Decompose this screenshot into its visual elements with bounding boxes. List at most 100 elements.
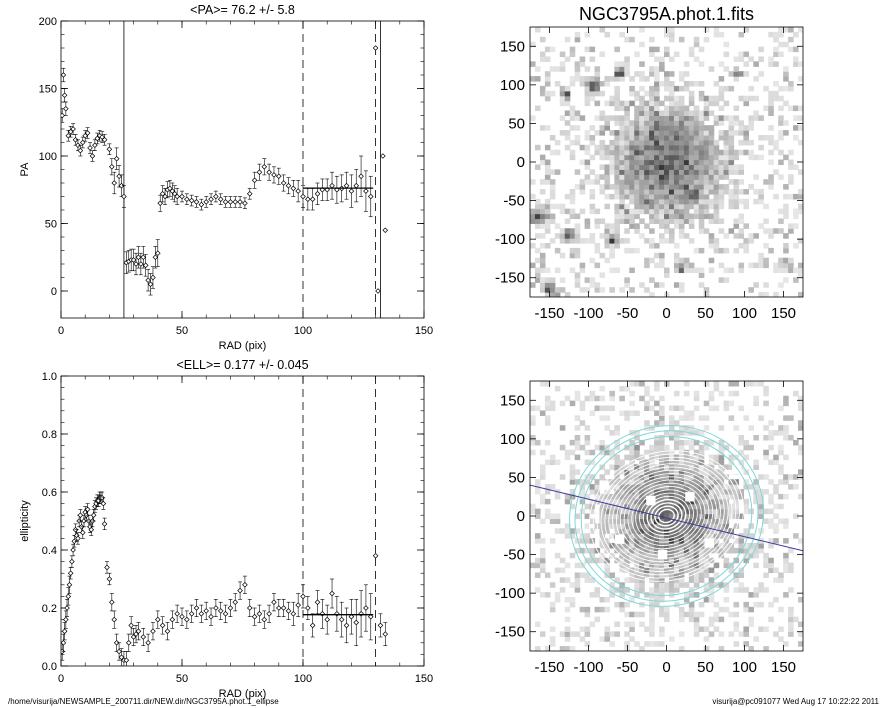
image-pixel <box>604 626 611 632</box>
image-pixel <box>634 547 640 554</box>
image-pixel <box>664 208 670 215</box>
image-pixel <box>614 149 620 156</box>
image-pixel <box>574 31 581 38</box>
image-pixel <box>604 149 611 156</box>
image-pixel <box>564 218 571 224</box>
image-pixel <box>713 538 720 544</box>
image-pixel <box>569 464 576 470</box>
image-pixel <box>718 543 725 549</box>
image-pixel <box>649 577 655 583</box>
image-pixel <box>748 262 754 269</box>
image-pixel <box>654 213 660 220</box>
image-pixel <box>589 46 596 53</box>
image-pixel <box>634 469 640 475</box>
image-pixel <box>683 474 690 480</box>
image-pixel <box>678 543 685 549</box>
image-pixel <box>773 95 779 102</box>
image-pixel <box>619 464 625 470</box>
image-pixel <box>693 493 700 500</box>
image-pixel <box>549 287 556 293</box>
image-pixel <box>783 243 789 249</box>
data-point <box>133 261 139 267</box>
image-pixel <box>723 493 730 500</box>
image-pixel <box>609 513 615 520</box>
image-pixel <box>544 489 551 495</box>
image-pixel <box>644 287 650 293</box>
data-point <box>285 608 292 614</box>
image-pixel <box>579 81 586 87</box>
image-pixel <box>549 238 556 244</box>
image-pixel <box>644 100 650 107</box>
image-pixel <box>713 405 720 412</box>
image-pixel <box>589 547 596 554</box>
image-pixel <box>654 85 660 92</box>
image-pixel <box>753 154 759 161</box>
image-pixel <box>629 493 635 500</box>
image-pixel <box>579 444 586 451</box>
image-pixel <box>688 189 695 195</box>
image-pixel <box>668 164 675 170</box>
image-pixel <box>753 587 759 593</box>
image-pixel <box>569 76 576 82</box>
data-point <box>140 254 147 261</box>
image-pixel <box>703 513 710 520</box>
image-pixel <box>624 513 630 520</box>
image-pixel <box>649 444 655 451</box>
image-pixel <box>748 120 754 126</box>
image-pixel <box>733 493 740 500</box>
image-pixel <box>574 139 581 146</box>
image-pixel <box>639 518 645 524</box>
data-point <box>300 193 306 200</box>
image-pixel <box>793 46 799 53</box>
image-pixel <box>594 287 601 293</box>
image-pixel <box>713 454 720 461</box>
data-point <box>61 92 68 99</box>
image-pixel <box>644 626 650 632</box>
image-pixel <box>624 213 630 220</box>
image-pixel <box>718 498 725 505</box>
image-pixel <box>708 459 715 466</box>
image-pixel <box>574 169 581 175</box>
data-point <box>232 599 239 605</box>
image-pixel <box>639 479 645 485</box>
image-pixel <box>673 459 680 466</box>
image-pixel <box>539 189 546 195</box>
image-pixel <box>758 498 764 505</box>
image-pixel <box>738 267 745 274</box>
image-pixel <box>728 149 735 156</box>
data-point <box>113 155 120 162</box>
image-pixel <box>639 159 645 166</box>
image-pixel <box>549 184 556 190</box>
image-pixel <box>668 469 675 475</box>
image-pixel <box>713 469 720 475</box>
image-pixel <box>534 267 541 274</box>
image-pixel <box>564 238 571 244</box>
image-pixel <box>564 577 571 583</box>
image-pixel <box>718 533 725 539</box>
image-pixel <box>644 179 650 185</box>
image-pixel <box>659 154 665 161</box>
image-pixel <box>688 262 695 269</box>
image-pixel <box>664 513 670 520</box>
image-pixel <box>654 538 660 544</box>
image-pixel <box>798 631 803 637</box>
image-pixel <box>673 557 680 564</box>
image-pixel <box>649 538 655 544</box>
image-pixel <box>798 189 803 195</box>
image-pixel <box>649 606 655 613</box>
image-pixel <box>708 218 715 224</box>
image-pixel <box>763 400 769 407</box>
image-pixel <box>698 272 705 278</box>
image-pixel <box>614 193 620 200</box>
image-pixel <box>629 125 635 131</box>
image-pixel <box>594 243 601 249</box>
image-pixel <box>678 223 685 229</box>
image-pixel <box>673 179 680 185</box>
image-pixel <box>589 489 596 495</box>
image-pixel <box>649 174 655 180</box>
image-pixel <box>614 223 620 229</box>
image-pixel <box>599 606 606 613</box>
image-pixel <box>584 557 591 564</box>
image-pixel <box>604 243 611 249</box>
image-pixel <box>723 85 730 92</box>
